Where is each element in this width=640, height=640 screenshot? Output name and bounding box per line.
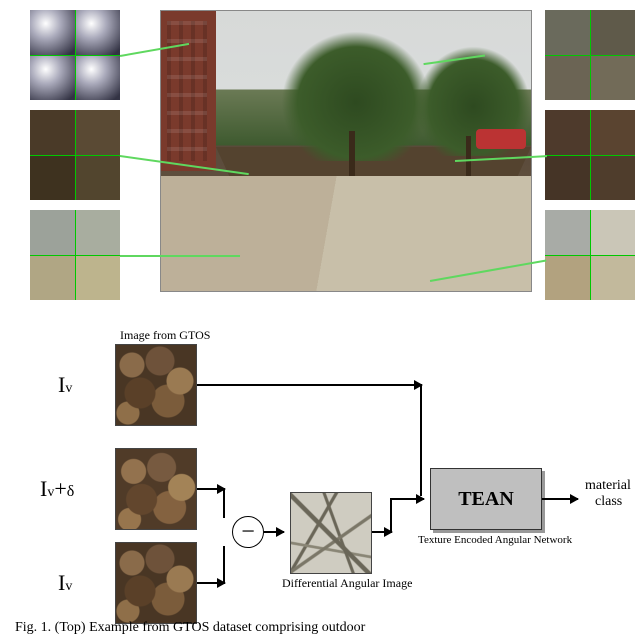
arrow [197,384,422,386]
arrow-seg [223,488,225,518]
thumb-left-3 [30,210,120,300]
thumb-right-3 [545,210,635,300]
red-car [476,129,526,149]
patch-ivdelta [115,448,197,530]
building [161,11,216,171]
thumb-right-1 [545,10,635,100]
arrow-seg [390,498,392,532]
tree-left [281,31,431,161]
top-figure [0,0,640,300]
thumb-left-1 [30,10,120,100]
minus-glyph: − [241,520,255,544]
arrow [390,498,424,500]
thumb-left-2 [30,110,120,200]
tean-subtitle: Texture Encoded Angular Network [418,534,572,546]
arrow [197,582,225,584]
trunk-right [466,136,471,176]
figure-caption: Fig. 1. (Top) Example from GTOS dataset … [15,620,365,636]
arrow [372,531,392,533]
connector [120,255,240,257]
thumb-right-2 [545,110,635,200]
differential-angular-image [290,492,372,574]
output-label-1: material [585,478,631,494]
tean-label: TEAN [458,488,514,511]
sidewalk [161,176,531,291]
arrow-seg [420,384,422,496]
arrow [197,488,225,490]
arrow [264,531,284,533]
arrow-seg [223,546,225,583]
patch-iv2 [115,542,197,624]
trunk-left [349,131,355,181]
label-iv2: Iv [58,570,72,596]
patch-iv [115,344,197,426]
gtos-title: Image from GTOS [120,328,210,343]
label-ivdelta: Iv+δ [40,476,74,502]
label-iv: Iv [58,372,72,398]
arrow [542,498,578,500]
dai-label: Differential Angular Image [282,576,412,591]
output-label-2: class [595,494,622,510]
tean-box: TEAN [430,468,542,530]
minus-op: − [232,516,264,548]
main-scene-photo [160,10,532,292]
bottom-diagram: Image from GTOS Iv Iv+δ Iv − Differentia… [0,320,640,620]
figure-container: Image from GTOS Iv Iv+δ Iv − Differentia… [0,0,640,640]
